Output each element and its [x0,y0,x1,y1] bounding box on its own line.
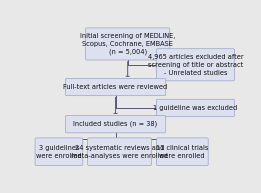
FancyBboxPatch shape [156,99,234,117]
FancyBboxPatch shape [88,138,152,166]
FancyBboxPatch shape [35,138,83,166]
Text: 3 guidelines
were enrolled: 3 guidelines were enrolled [36,145,82,159]
FancyBboxPatch shape [156,49,234,81]
Text: 4,965 articles excluded after
screening of title or abstract
- Unrelated studies: 4,965 articles excluded after screening … [148,54,243,75]
FancyBboxPatch shape [66,116,166,133]
Text: 11 clinical trials
were enrolled: 11 clinical trials were enrolled [156,145,209,159]
FancyBboxPatch shape [86,28,170,60]
FancyBboxPatch shape [66,78,166,96]
Text: 24 systematic reviews and
meta-analyses were enrolled: 24 systematic reviews and meta-analyses … [71,145,168,159]
Text: Full-text articles were reviewed: Full-text articles were reviewed [63,84,168,90]
FancyBboxPatch shape [156,138,208,166]
Text: 1 guideline was excluded: 1 guideline was excluded [153,105,238,111]
Text: Initial screening of MEDLINE,
Scopus, Cochrane, EMBASE
(n = 5,004): Initial screening of MEDLINE, Scopus, Co… [80,33,175,55]
Text: Included studies (n = 38): Included studies (n = 38) [73,121,158,127]
